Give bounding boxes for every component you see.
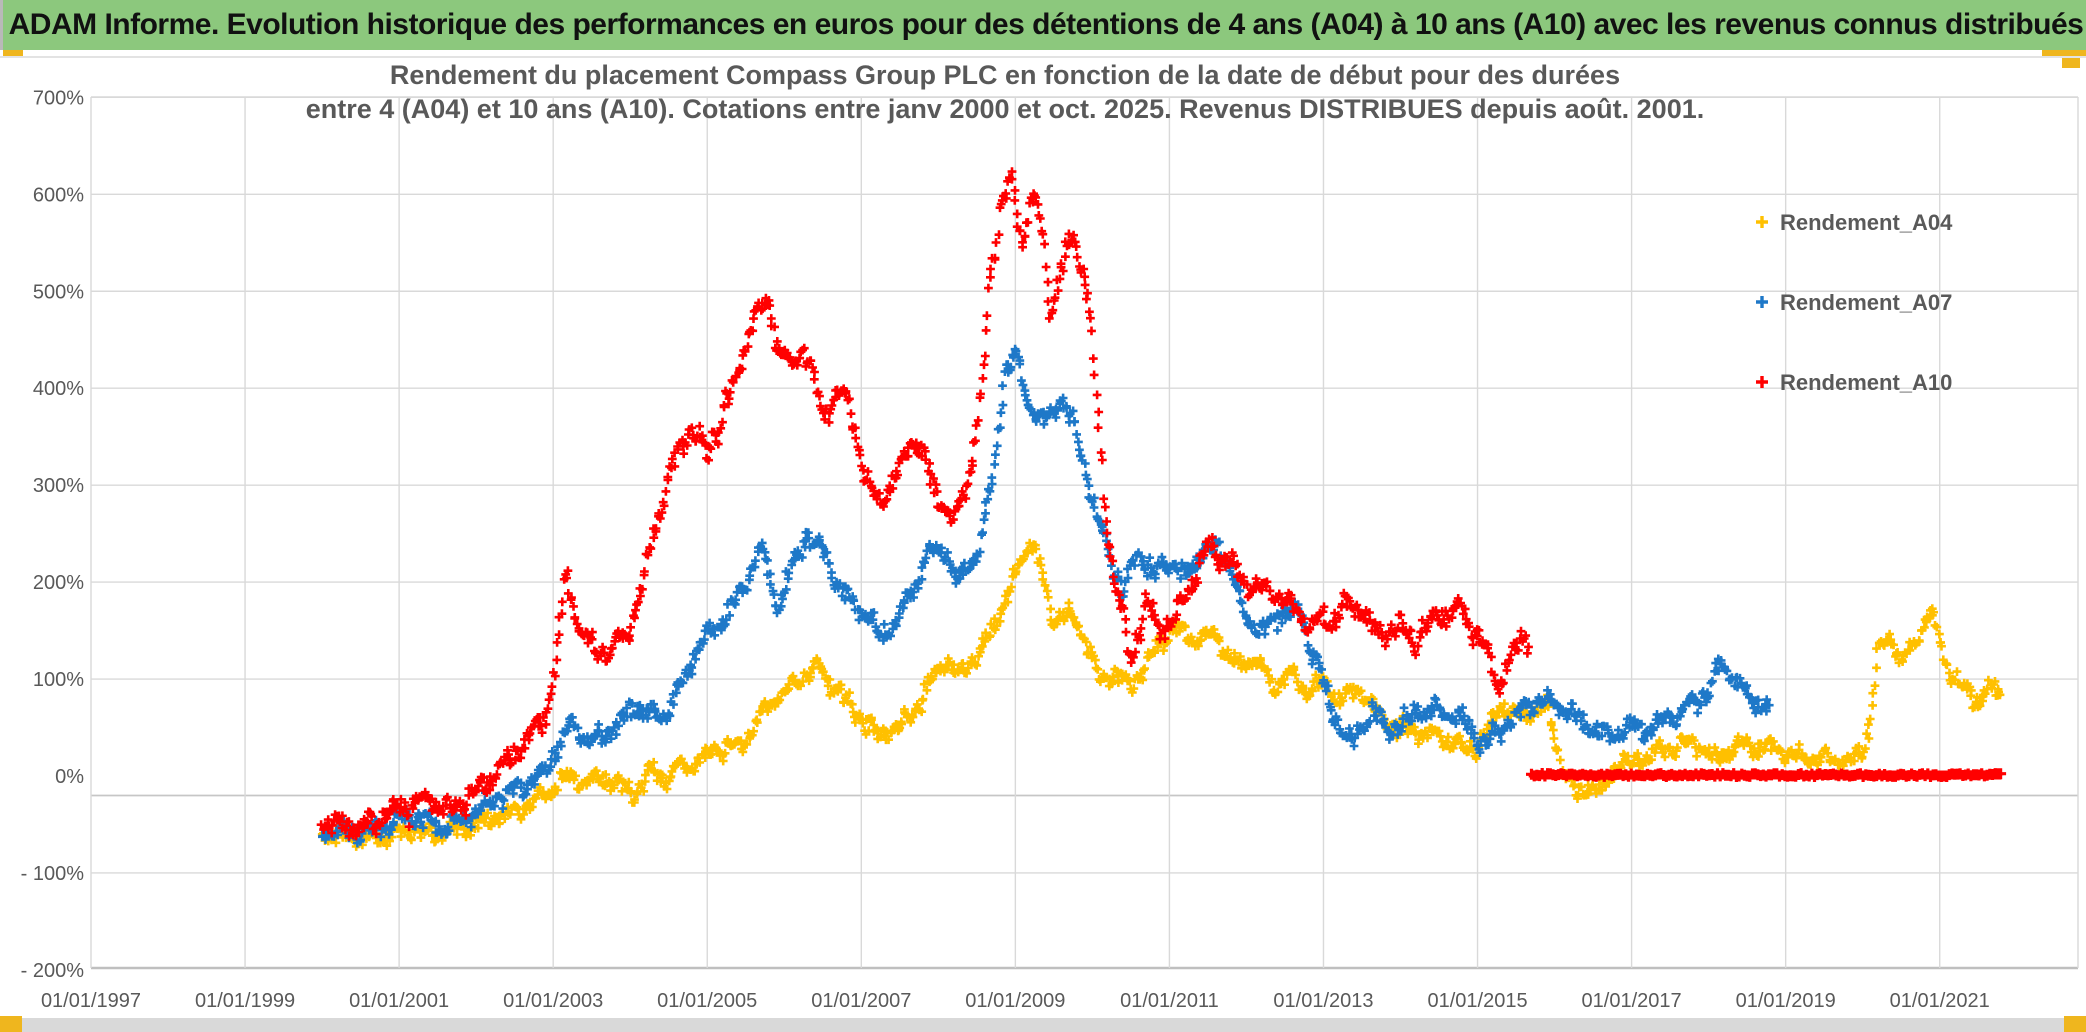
x-axis-label: 01/01/2005: [657, 990, 757, 1012]
chart-title-line1: Rendement du placement Compass Group PLC…: [390, 60, 1620, 90]
accent-corner-bottom-left: [0, 1016, 22, 1032]
x-axis-label: 01/01/2015: [1427, 990, 1527, 1012]
legend-item-rendement_a07[interactable]: Rendement_A07: [1756, 290, 1952, 315]
x-axis-label: 01/01/2013: [1273, 990, 1373, 1012]
legend-label: Rendement_A04: [1780, 210, 1953, 235]
y-axis-label: 400%: [33, 378, 84, 400]
series-Rendement_A10: [316, 167, 1533, 841]
x-axis-label: 01/01/2003: [503, 990, 603, 1012]
x-axis-label: 01/01/2019: [1736, 990, 1836, 1012]
legend-item-rendement_a04[interactable]: Rendement_A04: [1756, 210, 1953, 235]
y-axis-label: 200%: [33, 572, 84, 594]
chart-legend: Rendement_A04 Rendement_A07 Rendement_A10: [1756, 210, 1953, 395]
legend-item-rendement_a10[interactable]: Rendement_A10: [1756, 370, 1952, 395]
legend-plus-marker-icon: [1756, 216, 1768, 228]
chart-title-line2: entre 4 (A04) et 10 ans (A10). Cotations…: [306, 94, 1704, 124]
y-axis-label: 0%: [55, 766, 84, 788]
accent-tab-top-right: [2062, 50, 2080, 68]
legend-plus-marker-icon: [1756, 376, 1768, 388]
legend-label: Rendement_A07: [1780, 290, 1952, 315]
legend-plus-marker-icon: [1756, 296, 1768, 308]
y-axis-label: 300%: [33, 475, 84, 497]
y-axis-label: 100%: [33, 669, 84, 691]
y-axis-label: - 100%: [21, 863, 85, 885]
x-axis-label: 01/01/2007: [811, 990, 911, 1012]
series-Rendement_A07: [318, 344, 1774, 848]
y-axis-label: - 200%: [21, 960, 85, 982]
x-axis-label: 01/01/2021: [1890, 990, 1990, 1012]
header-separator: [0, 56, 2086, 58]
legend-label: Rendement_A10: [1780, 370, 1952, 395]
y-axis-label: 600%: [33, 184, 84, 206]
x-axis-label: 01/01/2001: [349, 990, 449, 1012]
header-bar: ADAM Informe. Evolution historique des p…: [0, 0, 2086, 50]
x-axis-label: 01/01/2011: [1120, 990, 1219, 1012]
x-axis-label: 01/01/2017: [1582, 990, 1682, 1012]
y-axis-label: 500%: [33, 281, 84, 303]
window-bottom-strip: [0, 1018, 2086, 1032]
accent-corner-top-left: [3, 50, 23, 57]
x-axis-label: 01/01/2009: [965, 990, 1065, 1012]
page-title: ADAM Informe. Evolution historique des p…: [8, 8, 2084, 41]
axis-labels: 700% 600% 500% 400% 300% 200% 100% 0% - 100% - 20…: [21, 87, 1990, 1012]
x-axis-label: 01/01/1999: [195, 990, 295, 1012]
accent-corner-bottom-right: [2064, 1016, 2086, 1032]
y-axis-label: 700%: [33, 87, 84, 109]
x-axis-label: 01/01/1997: [41, 990, 141, 1012]
series-layer: [316, 167, 2007, 851]
